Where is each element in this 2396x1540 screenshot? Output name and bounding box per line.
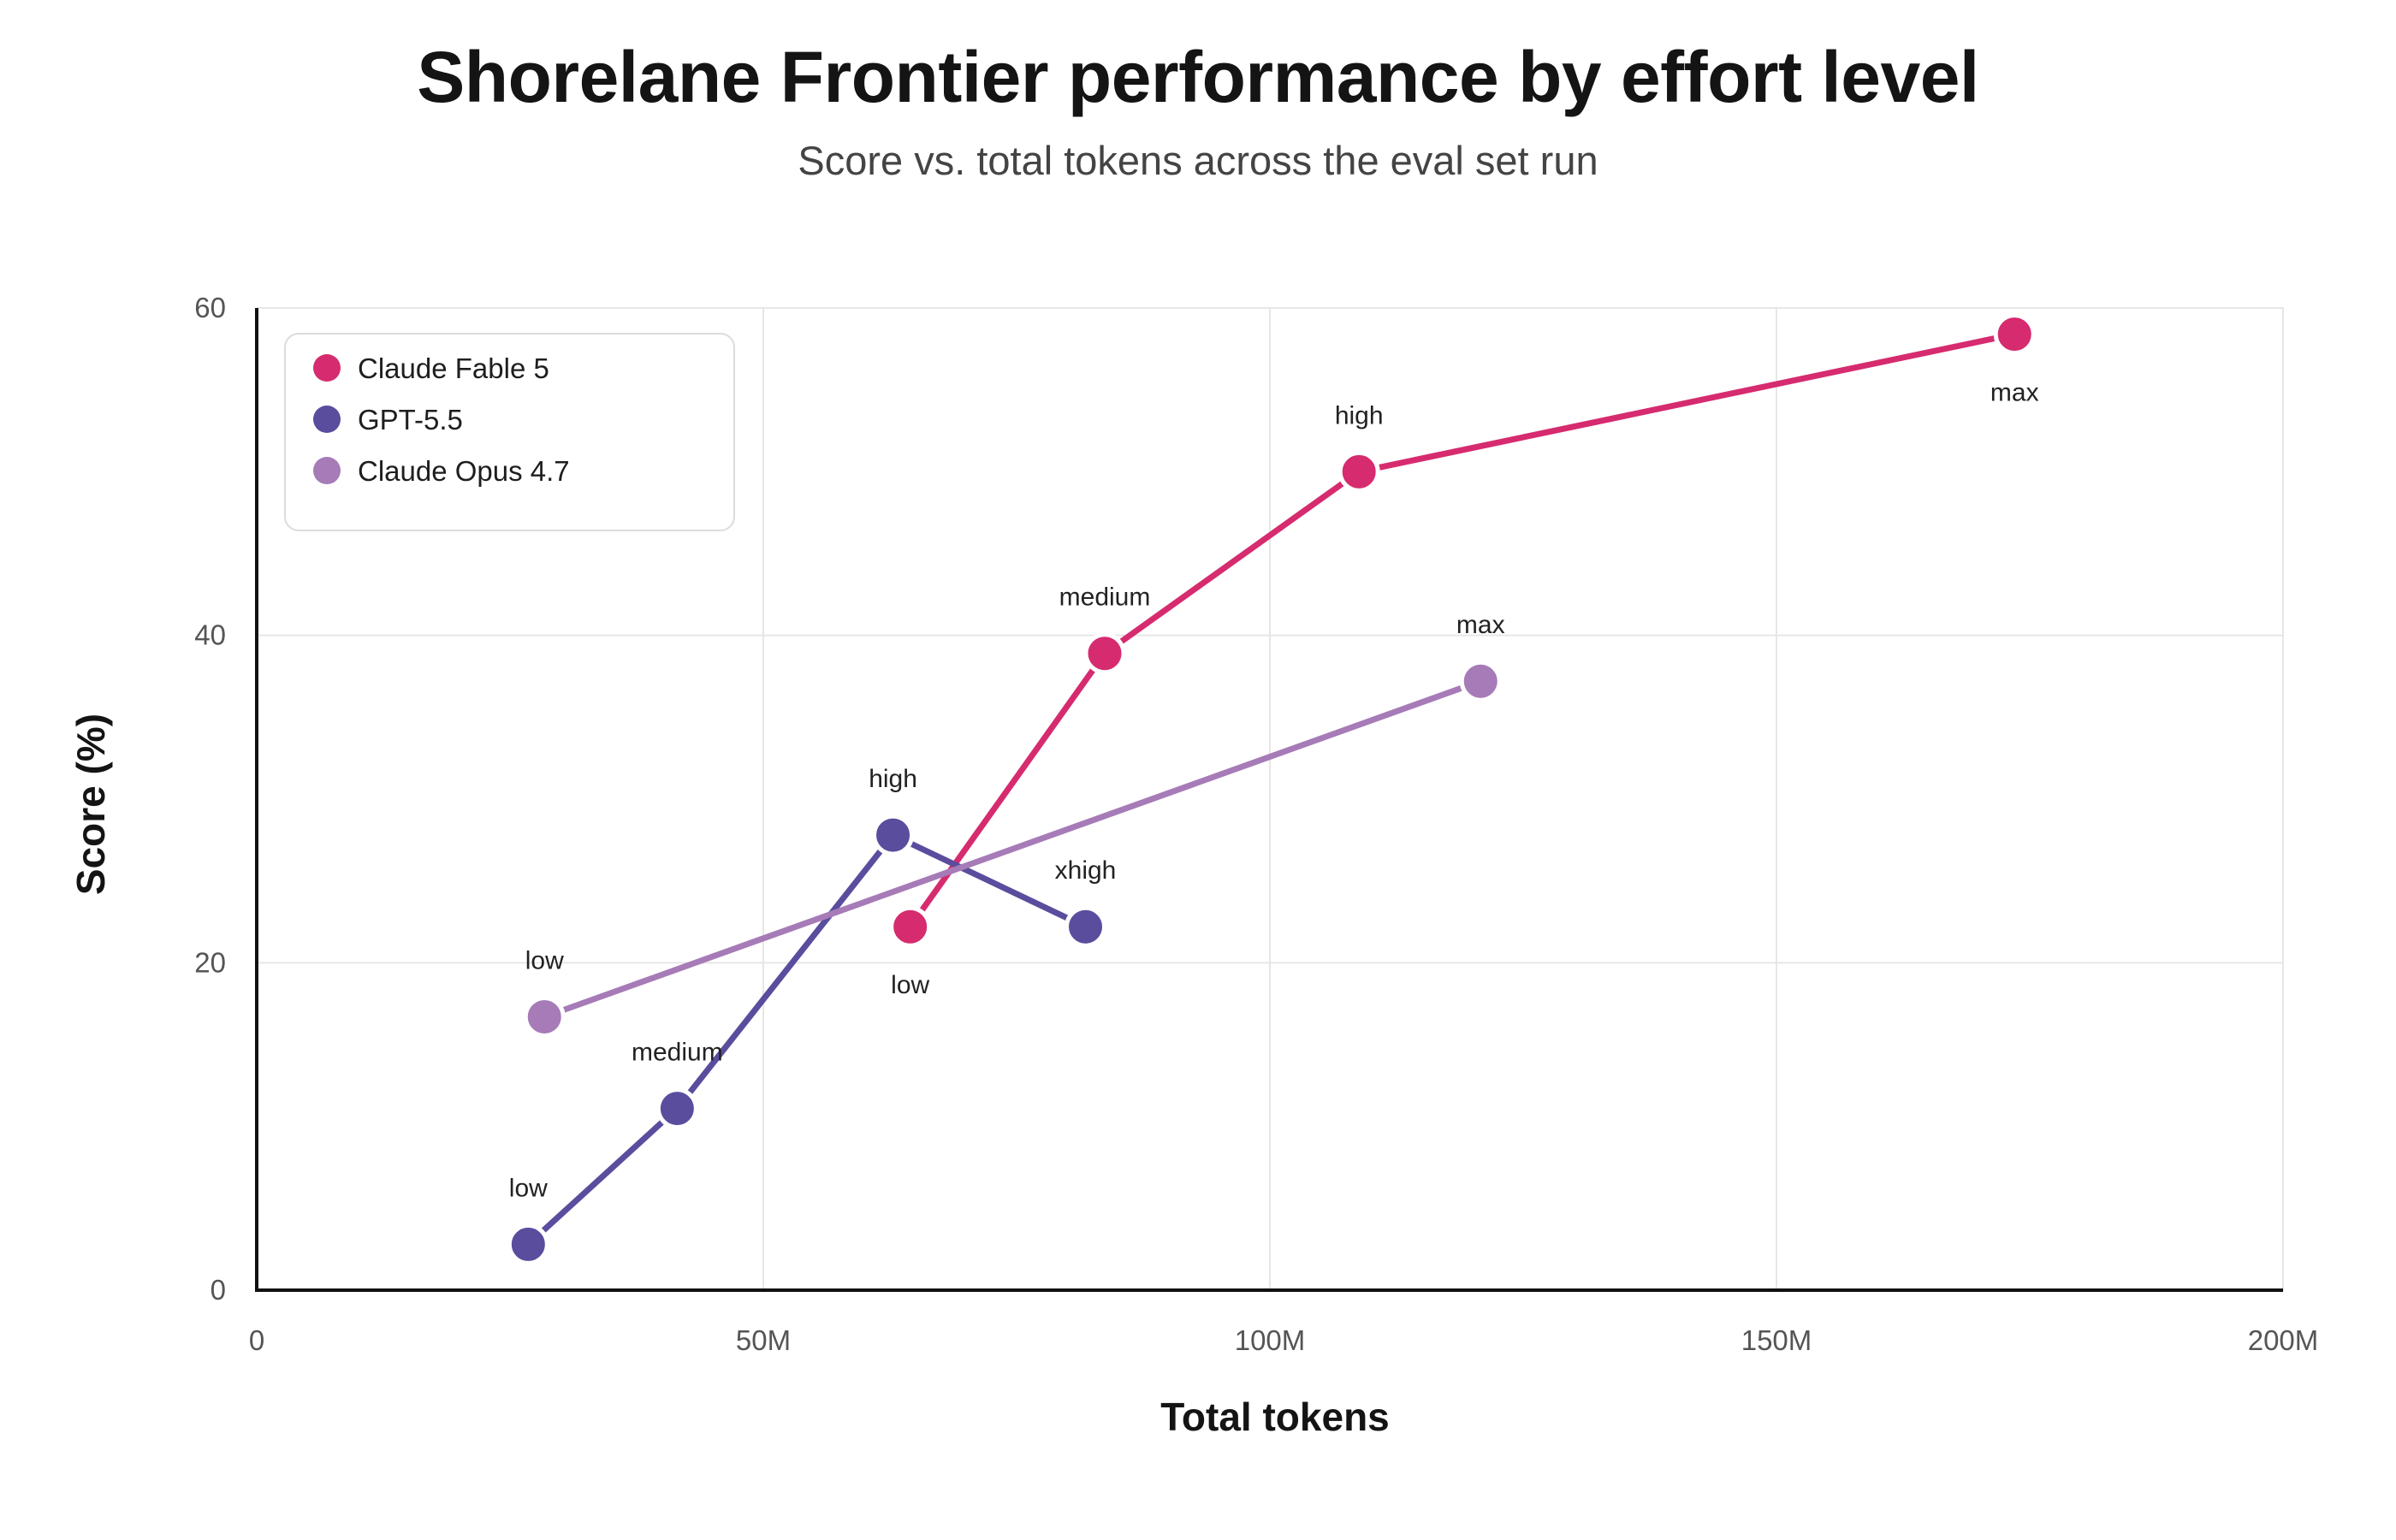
data-point	[889, 905, 932, 948]
point-label: low	[525, 946, 564, 974]
series-line	[541, 678, 1484, 1020]
legend: Claude Fable 5 GPT-5.5 Claude Opus 4.7	[284, 333, 735, 531]
y-axis-title: Score (%)	[68, 714, 113, 895]
legend-label: Claude Fable 5	[358, 352, 549, 384]
point-label: high	[869, 765, 917, 793]
legend-label: GPT-5.5	[358, 404, 463, 435]
series-line	[525, 832, 1088, 1247]
y-tick-label: 60	[194, 292, 226, 323]
y-tick-label: 20	[194, 946, 226, 978]
y-tick-label: 40	[194, 619, 226, 651]
legend-marker	[313, 406, 341, 433]
tick-labels: 0 50M 100M 150M 200M 0 20 40 60	[194, 292, 2318, 1356]
x-tick-label: 100M	[1235, 1324, 1306, 1356]
legend-marker	[313, 354, 341, 382]
data-point	[1337, 450, 1380, 493]
axes	[255, 308, 2283, 1292]
x-tick-label: 200M	[2248, 1324, 2319, 1356]
point-label: low	[891, 971, 929, 999]
legend-label: Claude Opus 4.7	[358, 455, 570, 487]
point-label: xhigh	[1055, 856, 1117, 885]
x-tick-label: 0	[249, 1324, 264, 1356]
legend-marker	[313, 457, 341, 484]
x-axis-title: Total tokens	[1160, 1395, 1390, 1439]
data-point	[872, 814, 915, 856]
point-label: max	[1456, 611, 1505, 639]
grid-lines	[257, 307, 2284, 1290]
x-tick-label: 50M	[736, 1324, 791, 1356]
series-markers	[507, 313, 2036, 1265]
data-point	[523, 995, 566, 1038]
chart-title: Shorelane Frontier performance by effort…	[417, 37, 1979, 117]
point-label: medium	[632, 1039, 723, 1067]
series-lines	[507, 313, 2036, 1265]
point-label: low	[509, 1174, 548, 1202]
point-labels: low medium high max low medium high xhigh low max	[509, 379, 2039, 1203]
point-label: max	[1990, 379, 2039, 407]
chart-subtitle: Score vs. total tokens across the eval s…	[798, 138, 1598, 183]
point-label: medium	[1059, 583, 1151, 612]
data-point	[1459, 660, 1502, 702]
point-label: high	[1335, 401, 1384, 429]
x-tick-label: 150M	[1741, 1324, 1812, 1356]
y-tick-label: 0	[211, 1274, 226, 1306]
data-point	[1065, 905, 1107, 948]
legend-box	[284, 333, 735, 531]
data-point	[1993, 313, 2036, 356]
series-line	[907, 331, 2018, 930]
data-point	[507, 1223, 549, 1265]
data-point	[655, 1087, 698, 1130]
data-point	[1083, 632, 1126, 675]
